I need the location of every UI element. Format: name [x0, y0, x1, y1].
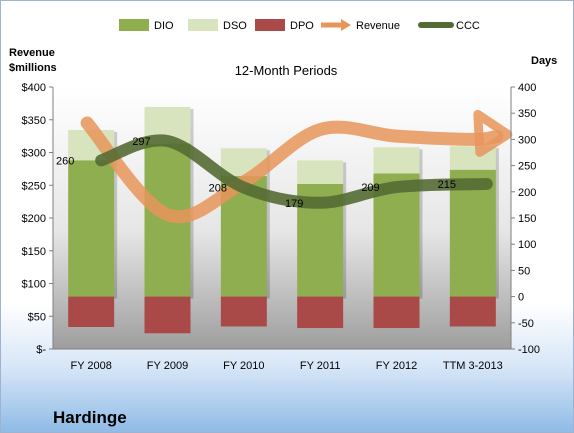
bar-dso	[297, 160, 344, 184]
ccc-data-label: 208	[209, 183, 227, 195]
chart-title: 12-Month Periods	[235, 63, 338, 78]
right-axis-tick-label: 350	[518, 108, 536, 120]
ccc-data-label: 297	[132, 136, 150, 148]
bar-dpo	[297, 296, 344, 329]
revenue-arrowhead	[473, 109, 513, 157]
bar-dio	[68, 160, 115, 297]
company-name: Hardinge	[53, 408, 127, 427]
bar-dio	[449, 169, 496, 297]
ccc-line	[95, 134, 493, 209]
right-axis-tick-label: 250	[518, 161, 536, 173]
legend-swatch-dso	[188, 19, 218, 31]
right-axis-tick-label: 50	[518, 265, 530, 277]
right-axis-tick-label: 150	[518, 213, 536, 225]
legend-swatch-dio	[119, 19, 149, 31]
legend-label: DIO	[154, 20, 174, 32]
bar-dso	[373, 147, 420, 174]
left-axis-tick-label: $100	[22, 279, 46, 291]
legend-label: CCC	[456, 20, 480, 32]
right-axis-tick-label: -100	[518, 344, 540, 356]
lines	[80, 109, 513, 224]
right-axis-tick-label: 100	[518, 239, 536, 251]
data-labels: 260 297 208 179 209 215	[56, 136, 456, 210]
category-label: FY 2010	[223, 360, 264, 372]
bar-dpo	[144, 296, 191, 334]
plot-area	[53, 87, 511, 349]
left-axis-tick-label: $200	[22, 213, 46, 225]
bar-dpo	[449, 296, 496, 327]
bar-dpo	[373, 296, 420, 329]
left-axis-tick-label: $400	[22, 82, 46, 94]
ccc-data-label: 215	[438, 179, 456, 191]
bar-dpo	[68, 296, 115, 327]
legend: DIO DSO DPO Revenue CCC	[119, 19, 480, 32]
category-label: FY 2009	[147, 360, 188, 372]
right-axis-tick-label: 200	[518, 187, 536, 199]
legend-swatch-dpo	[255, 19, 285, 31]
category-label: TTM 3-2013	[443, 360, 503, 372]
left-axis-tick-label: $300	[22, 148, 46, 160]
category-label: FY 2012	[376, 360, 417, 372]
axes: $- $50 $100 $150 $200 $250 $300 $350 $400 -100 -50…	[22, 82, 541, 372]
right-axis-tick-label: 400	[518, 82, 536, 94]
category-label: FY 2008	[70, 360, 111, 372]
ccc-data-label: 209	[361, 182, 379, 194]
bars	[68, 106, 499, 334]
ccc-data-label: 179	[285, 198, 303, 210]
left-axis-title-line2: $millions	[9, 62, 57, 74]
legend-label: DPO	[290, 20, 314, 32]
legend-label: DSO	[223, 20, 247, 32]
category-label: FY 2011	[300, 360, 341, 372]
revenue-line	[80, 116, 504, 224]
bar-dpo	[220, 296, 267, 327]
right-axis-tick-label: -50	[518, 318, 534, 330]
left-axis-title-line1: Revenue	[9, 47, 55, 59]
legend-label: Revenue	[356, 20, 400, 32]
right-axis-tick-label: 0	[518, 292, 524, 304]
left-axis-tick-label: $-	[36, 344, 46, 356]
right-axis-tick-label: 300	[518, 134, 536, 146]
ccc-data-label: 260	[56, 155, 74, 167]
right-axis-title: Days	[531, 55, 557, 67]
left-axis-tick-label: $50	[28, 311, 46, 323]
left-axis-tick-label: $250	[22, 180, 46, 192]
legend-swatch-revenue-head	[341, 19, 351, 31]
left-axis-tick-label: $150	[22, 246, 46, 258]
left-axis-tick-label: $350	[22, 115, 46, 127]
